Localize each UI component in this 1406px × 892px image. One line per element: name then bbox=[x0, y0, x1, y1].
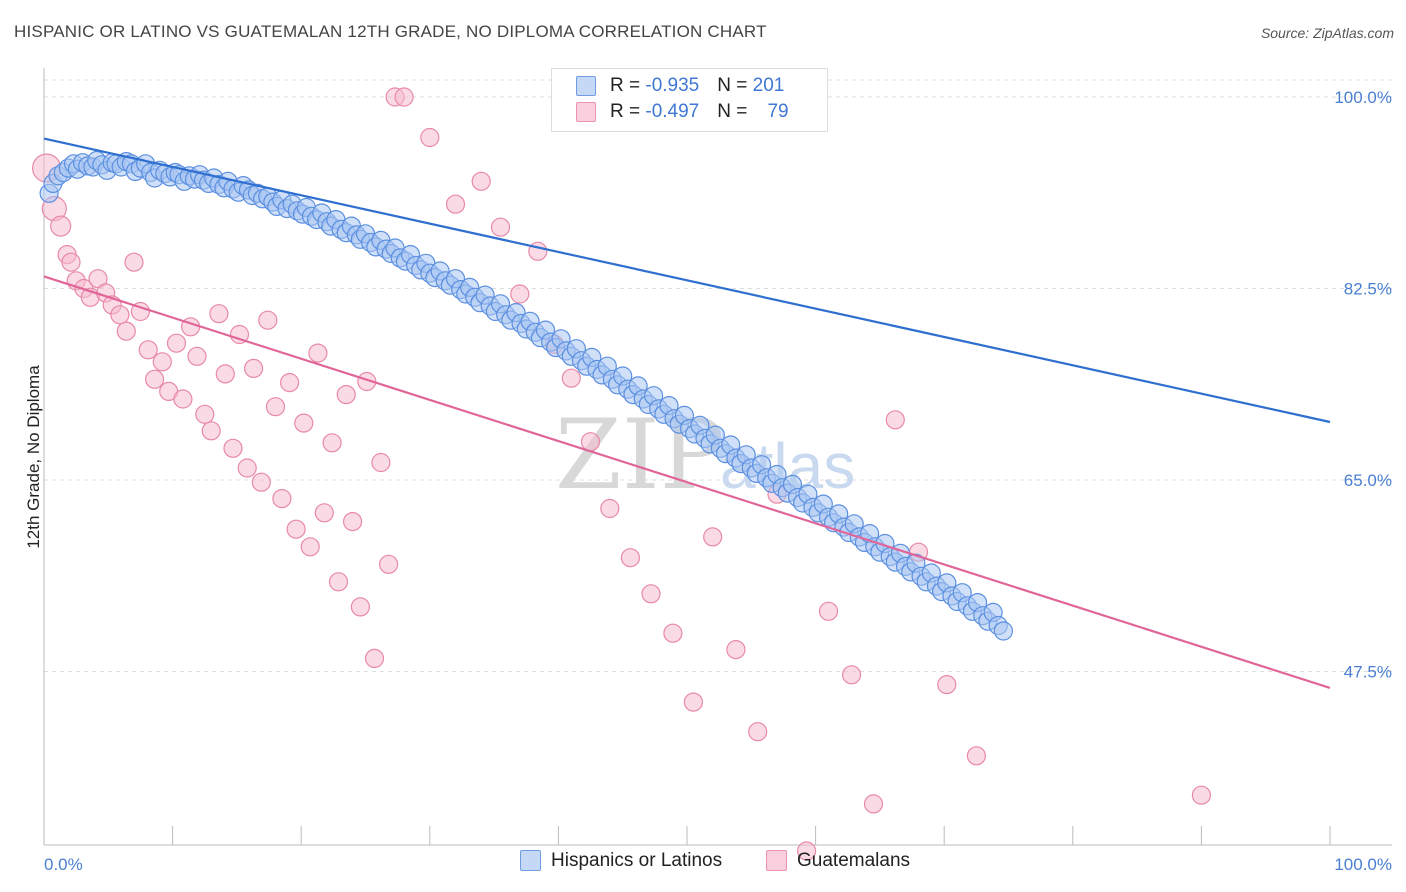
guatemalan-point bbox=[138, 340, 158, 360]
guatemalan-point bbox=[371, 452, 391, 473]
guatemalan-point bbox=[215, 364, 235, 384]
guatemalan-point bbox=[445, 194, 466, 214]
guatemalan-point bbox=[336, 385, 356, 405]
guatemalan-point bbox=[300, 537, 320, 557]
guatemalan-point bbox=[328, 572, 349, 592]
guatemalan-point bbox=[201, 421, 221, 441]
legend-swatch-hispanics bbox=[520, 850, 541, 872]
guatemalan-point bbox=[229, 324, 250, 345]
guatemalan-point bbox=[863, 794, 884, 814]
guatemalan-point bbox=[322, 433, 342, 453]
x-tick-label: 100.0% bbox=[1334, 855, 1392, 874]
guatemalan-point bbox=[195, 404, 215, 424]
guatemalan-point bbox=[265, 397, 286, 417]
legend-n-label: N = bbox=[717, 101, 753, 122]
guatemalan-point bbox=[61, 252, 81, 272]
data-points bbox=[31, 87, 1212, 861]
guatemalan-point bbox=[50, 215, 72, 237]
guatemalan-point bbox=[343, 511, 363, 532]
guatemalan-point bbox=[420, 127, 440, 148]
legend-row-guatemalan: R = -0.497 N = 79 bbox=[576, 101, 789, 125]
guatemalan-point bbox=[350, 597, 370, 617]
guatemalan-trend-line bbox=[43, 275, 1331, 689]
legend-item-hispanics: Hispanics or Latinos bbox=[520, 850, 722, 872]
guatemalan-point bbox=[258, 310, 278, 330]
hispanic-trend-line bbox=[43, 137, 1331, 424]
gridlines bbox=[44, 79, 1392, 672]
guatemalan-point bbox=[251, 472, 271, 492]
guatemalan-point bbox=[748, 722, 768, 742]
guatemalan-point bbox=[641, 584, 661, 604]
y-tick-label: 65.0% bbox=[1344, 471, 1392, 490]
y-tick-label: 82.5% bbox=[1344, 280, 1392, 299]
guatemalan-point bbox=[620, 548, 641, 568]
guatemalan-point bbox=[663, 623, 683, 643]
correlation-legend: R = -0.935 N = 201 R = -0.497 N = 79 bbox=[551, 68, 828, 132]
guatemalan-point bbox=[244, 358, 264, 378]
guatemalan-point bbox=[683, 692, 704, 712]
guatemalan-point bbox=[124, 252, 144, 272]
x-tick-label: 0.0% bbox=[44, 855, 83, 874]
guatemalan-point bbox=[209, 304, 229, 324]
y-tick-label: 100.0% bbox=[1334, 88, 1392, 107]
legend-r-label: R = bbox=[610, 75, 646, 96]
guatemalan-point bbox=[166, 333, 187, 353]
legend-item-guatemalans: Guatemalans bbox=[766, 850, 910, 872]
legend-n-label: N = bbox=[717, 75, 753, 96]
guatemalan-point bbox=[796, 841, 817, 861]
series-legend: Hispanics or Latinos Guatemalans bbox=[0, 850, 1406, 878]
guatemalan-point bbox=[237, 458, 257, 478]
guatemalan-point bbox=[280, 373, 300, 393]
legend-r-value: -0.935 bbox=[645, 75, 700, 96]
hispanic-point bbox=[993, 621, 1014, 641]
guatemalan-point bbox=[116, 321, 136, 341]
chart-title: HISPANIC OR LATINO VS GUATEMALAN 12TH GR… bbox=[14, 22, 767, 41]
guatemalan-point bbox=[726, 639, 746, 660]
chart-source: Source: ZipAtlas.com bbox=[1260, 25, 1394, 41]
guatemalan-point bbox=[379, 554, 399, 574]
guatemalan-point bbox=[841, 665, 862, 685]
guatemalan-point bbox=[818, 601, 839, 621]
legend-swatch-guatemalans bbox=[766, 850, 787, 872]
legend-r-value: -0.497 bbox=[645, 101, 700, 122]
guatemalan-point bbox=[471, 171, 491, 191]
guatemalan-point bbox=[110, 305, 130, 325]
guatemalan-point bbox=[966, 746, 987, 766]
y-tick-label: 47.5% bbox=[1344, 663, 1392, 682]
guatemalan-point bbox=[600, 498, 620, 519]
guatemalan-point bbox=[1191, 785, 1212, 805]
guatemalan-point bbox=[308, 343, 328, 363]
y-axis-title: 12th Grade, No Diploma bbox=[24, 365, 43, 549]
guatemalan-point bbox=[885, 410, 905, 430]
guatemalan-point bbox=[223, 438, 243, 458]
legend-swatch-pink bbox=[576, 101, 596, 122]
guatemalan-point bbox=[364, 648, 385, 669]
guatemalan-point bbox=[561, 368, 581, 388]
legend-r-label: R = bbox=[610, 101, 646, 122]
watermark: ZIP atlas bbox=[555, 399, 855, 511]
legend-label-guatemalans: Guatemalans bbox=[797, 850, 911, 871]
guatemalan-point bbox=[703, 527, 723, 547]
guatemalan-point bbox=[173, 389, 193, 409]
guatemalan-point bbox=[272, 489, 292, 509]
guatemalan-point bbox=[314, 503, 334, 523]
guatemalan-point bbox=[510, 284, 530, 304]
legend-row-hispanic: R = -0.935 N = 201 bbox=[576, 75, 784, 99]
legend-swatch-blue bbox=[576, 75, 596, 96]
guatemalan-point bbox=[286, 519, 306, 539]
legend-label-hispanics: Hispanics or Latinos bbox=[551, 850, 723, 871]
legend-n-value: 201 bbox=[752, 75, 785, 96]
guatemalan-point bbox=[145, 369, 165, 389]
guatemalan-point bbox=[152, 352, 172, 372]
guatemalan-point bbox=[937, 674, 957, 695]
guatemalan-point bbox=[187, 346, 207, 366]
guatemalan-point bbox=[294, 413, 314, 433]
trend-lines bbox=[43, 137, 1331, 689]
tick-labels: 100.0% 82.5% 65.0% 47.5% 0.0% 100.0% bbox=[44, 88, 1392, 874]
guatemalan-point bbox=[394, 87, 414, 107]
guatemalan-point bbox=[580, 432, 601, 452]
legend-n-value: 79 bbox=[767, 101, 789, 122]
guatemalan-point bbox=[490, 217, 511, 237]
